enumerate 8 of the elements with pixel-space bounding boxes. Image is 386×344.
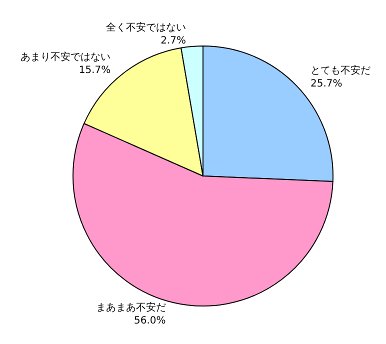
slice-label: 全く不安ではない [106,22,186,34]
slice-label: まあまあ不安だ [96,301,166,314]
data-label: 25.7% [310,78,342,90]
data-label: 2.7% [160,36,186,47]
data-label: 56.0% [134,315,166,326]
slice-label: とても不安だ [310,64,371,77]
slice-label: あまり不安ではない [20,51,111,64]
data-label: 15.7% [78,65,111,76]
